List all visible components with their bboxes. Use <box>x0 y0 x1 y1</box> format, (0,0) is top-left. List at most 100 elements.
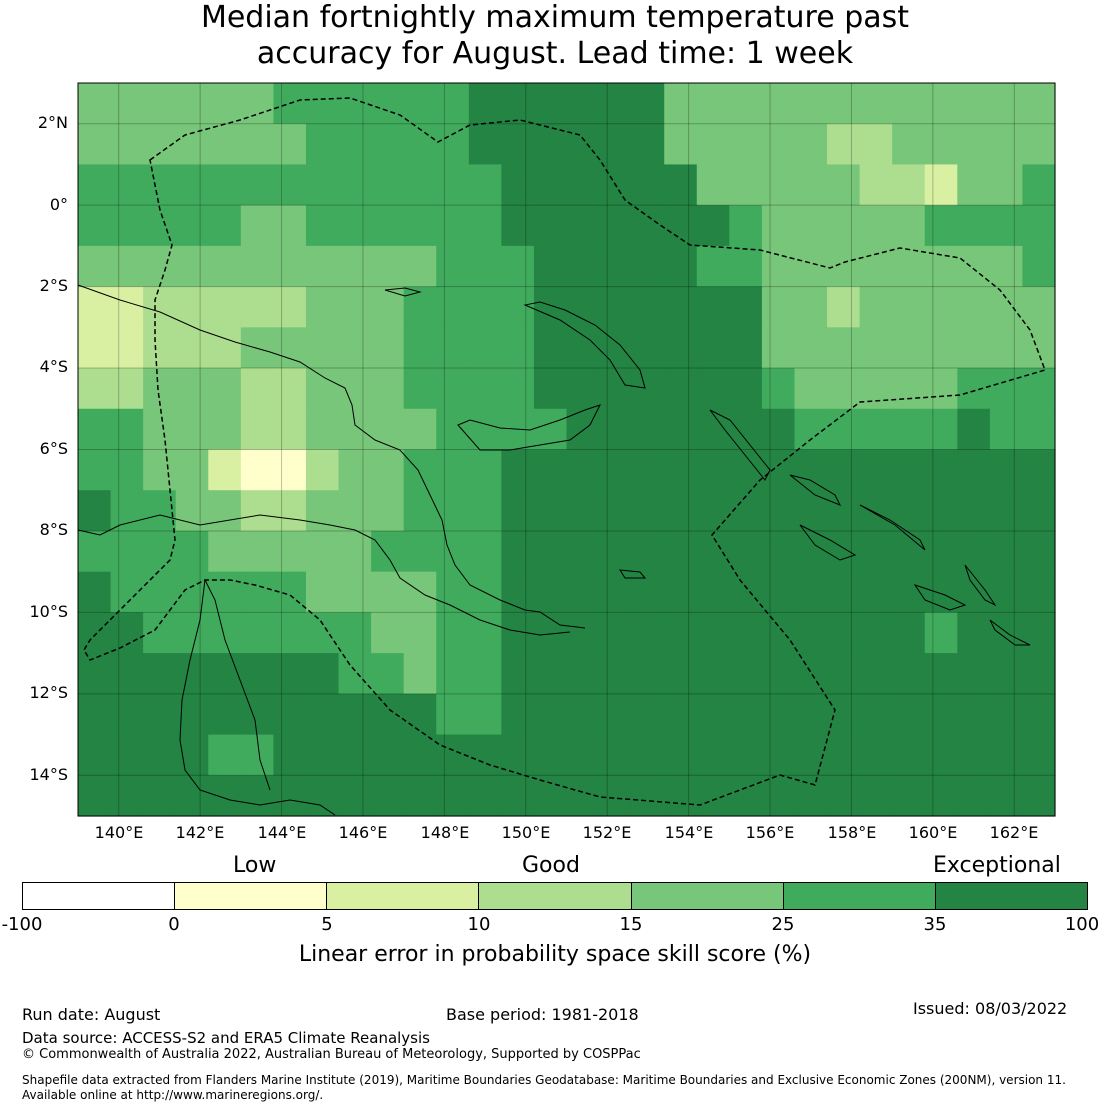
grid-cell <box>501 734 535 776</box>
grid-cell <box>371 83 405 125</box>
grid-cell <box>305 245 340 288</box>
grid-cell <box>599 693 633 736</box>
grid-cell <box>501 530 535 573</box>
grid-cell <box>566 653 600 695</box>
grid-cell <box>924 164 958 206</box>
grid-cell <box>533 164 568 206</box>
grid-cell <box>989 327 1024 369</box>
grid-cell <box>338 571 372 613</box>
colorbar-tick: 10 <box>467 914 491 935</box>
grid-cell <box>761 530 796 573</box>
lon-label: 150°E <box>501 823 551 842</box>
grid-cell <box>78 449 112 491</box>
grid-cell <box>957 245 991 288</box>
grid-cell <box>566 205 600 247</box>
legend-category-exceptional: Exceptional <box>933 853 1061 878</box>
grid-cell <box>859 653 893 695</box>
grid-cell <box>403 245 437 288</box>
grid-cell <box>1022 205 1056 247</box>
grid-cell <box>208 490 242 532</box>
grid-cell <box>892 123 926 166</box>
grid-cell <box>436 449 470 491</box>
grid-cell <box>761 83 796 125</box>
grid-cell <box>859 205 893 247</box>
grid-cell <box>599 490 633 532</box>
grid-cell <box>305 205 340 247</box>
grid-cell <box>338 693 372 736</box>
grid-cell <box>371 368 405 410</box>
grid-cell <box>664 83 698 125</box>
grid-cell <box>273 612 307 654</box>
grid-cell <box>827 205 861 247</box>
grid-cell <box>305 408 340 451</box>
grid-cell <box>533 530 568 573</box>
lat-label: 10°S <box>29 602 68 621</box>
grid-cell <box>338 245 372 288</box>
grid-cell <box>664 734 698 776</box>
grid-cell <box>533 205 568 247</box>
grid-cell <box>859 734 893 776</box>
grid-cell <box>957 571 991 613</box>
colorbar-segment <box>935 883 1087 909</box>
grid-cell <box>273 734 307 776</box>
grid-cell <box>468 164 502 206</box>
title-line-2: accuracy for August. Lead time: 1 week <box>256 36 854 71</box>
new-guinea-north-coast <box>77 284 586 629</box>
grid-cell <box>371 530 405 573</box>
grid-cell <box>1022 612 1056 654</box>
cape-york <box>179 579 336 816</box>
grid-cell <box>273 693 307 736</box>
grid-cell <box>305 775 340 817</box>
grid-cell <box>273 205 307 247</box>
grid-cell <box>827 693 861 736</box>
grid-cell <box>729 245 763 288</box>
grid-cell <box>110 368 144 410</box>
grid-cell <box>1022 123 1056 166</box>
grid-cell <box>957 83 991 125</box>
lat-label: 14°S <box>29 765 68 784</box>
grid-cell <box>240 408 274 451</box>
grid-cell <box>729 408 763 451</box>
grid-cell <box>403 205 437 247</box>
grid-cell <box>371 449 405 491</box>
grid-cell <box>338 286 372 328</box>
grid-cell <box>794 408 828 451</box>
grid-cell <box>631 245 665 288</box>
grid-cell <box>892 327 926 369</box>
grid-cell <box>566 612 600 654</box>
grid-cell <box>761 449 796 491</box>
grid-cell <box>468 775 502 817</box>
grid-cell <box>403 490 437 532</box>
grid-cell <box>1022 164 1056 206</box>
grid-cell <box>501 83 535 125</box>
grid-cell <box>566 693 600 736</box>
grid-cell <box>208 245 242 288</box>
grid-cell <box>696 775 730 817</box>
grid-cell <box>761 205 796 247</box>
grid-cell <box>827 653 861 695</box>
grid-cell <box>696 612 730 654</box>
malaita <box>964 564 997 607</box>
grid-cell <box>110 490 144 532</box>
grid-cell <box>436 368 470 410</box>
grid-cell <box>501 449 535 491</box>
grid-cell <box>924 205 958 247</box>
grid-cell <box>338 653 372 695</box>
lon-label: 158°E <box>827 823 877 842</box>
grid-cell <box>436 83 470 125</box>
grid-cell <box>371 571 405 613</box>
grid-cell <box>859 530 893 573</box>
legend-category-low: Low <box>233 853 277 878</box>
grid-cell <box>208 775 242 817</box>
map-area: 2°N 0° 2°S 4°S 6°S 8°S 10°S 12°S 14°S 14… <box>29 82 1056 842</box>
grid-cell <box>501 164 535 206</box>
grid-cell <box>1022 286 1056 328</box>
grid-cell <box>371 164 405 206</box>
issued-date: Issued: 08/03/2022 <box>913 999 1068 1018</box>
grid-cell <box>761 775 796 817</box>
grid-cell <box>957 490 991 532</box>
grid-cell <box>240 245 274 288</box>
grid-cell <box>338 408 372 451</box>
grid-cell <box>729 734 763 776</box>
grid-cell <box>175 408 209 451</box>
